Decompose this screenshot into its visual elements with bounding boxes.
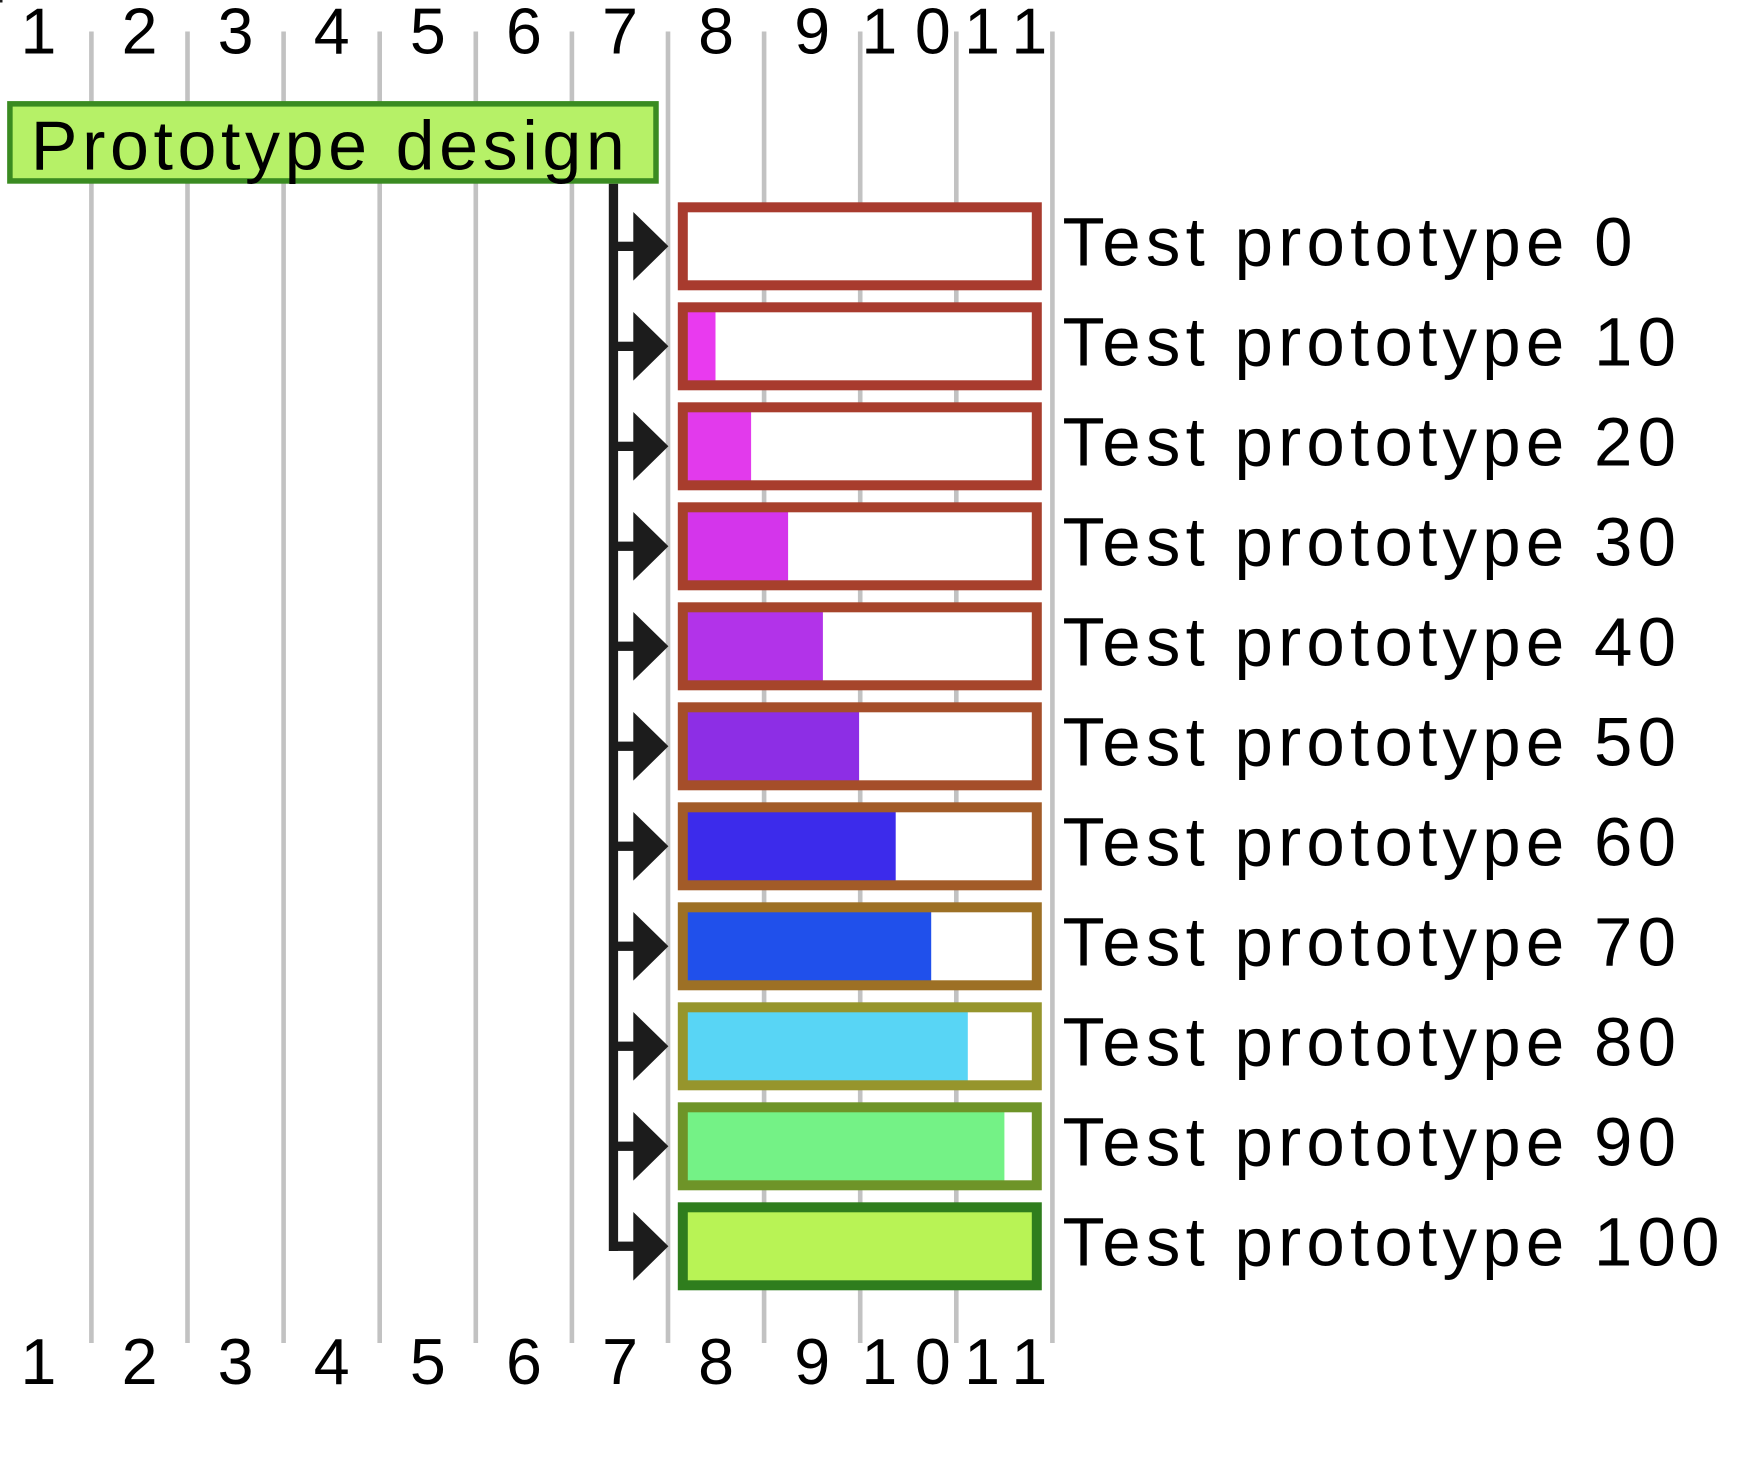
svg-text:1: 1	[20, 0, 56, 67]
svg-text:1: 1	[861, 0, 897, 67]
svg-text:1: 1	[964, 1326, 1000, 1398]
svg-text:6: 6	[506, 0, 542, 67]
svg-text:3: 3	[218, 1326, 254, 1398]
svg-text:0: 0	[915, 1326, 951, 1398]
svg-text:2: 2	[122, 0, 158, 67]
svg-text:1: 1	[964, 0, 1000, 67]
svg-text:4: 4	[314, 0, 350, 67]
svg-text:7: 7	[602, 1326, 638, 1398]
svg-text:5: 5	[410, 1326, 446, 1398]
svg-text:1: 1	[20, 1326, 56, 1398]
svg-text:0: 0	[915, 0, 951, 67]
svg-text:5: 5	[410, 0, 446, 67]
svg-text:9: 9	[794, 0, 830, 67]
svg-text:Test prototype 100: Test prototype 100	[1063, 1203, 1720, 1280]
svg-text:3: 3	[218, 0, 254, 67]
svg-text:8: 8	[698, 0, 734, 67]
svg-text:4: 4	[314, 1326, 350, 1398]
svg-text:Prototype design: Prototype design	[31, 107, 625, 185]
svg-text:1: 1	[1011, 0, 1047, 67]
svg-text:7: 7	[602, 0, 638, 67]
svg-text:8: 8	[698, 1326, 734, 1398]
svg-text:6: 6	[506, 1326, 542, 1398]
svg-text:1: 1	[861, 1326, 897, 1398]
svg-text:9: 9	[794, 1326, 830, 1398]
svg-text:1: 1	[1011, 1326, 1047, 1398]
svg-text:2: 2	[122, 1326, 158, 1398]
